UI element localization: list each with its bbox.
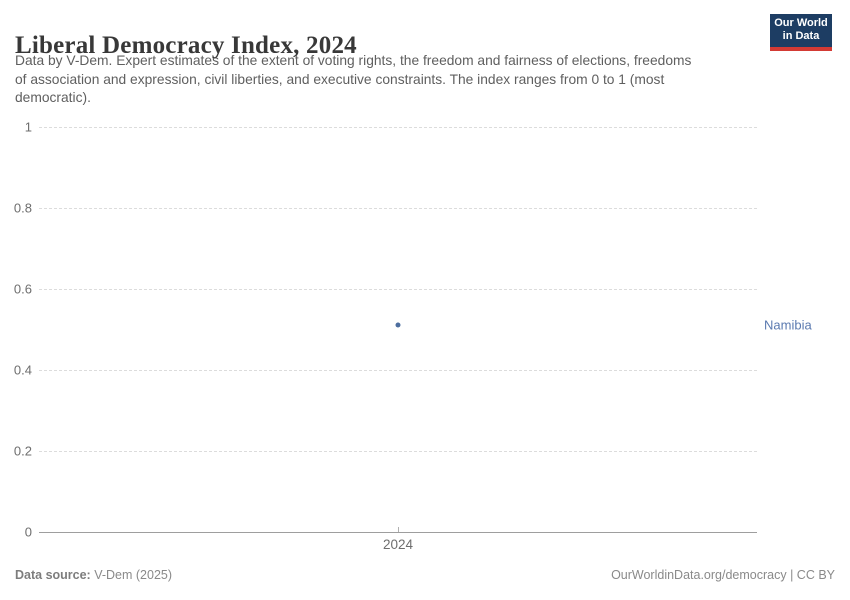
y-gridline: 0.6: [14, 282, 757, 297]
entity-label-namibia[interactable]: Namibia: [764, 317, 812, 333]
x-tick-mark: [398, 527, 399, 532]
y-gridline: 0.4: [14, 363, 757, 378]
y-gridline: 0.2: [14, 444, 757, 459]
subtitle-line: Data by V-Dem. Expert estimates of the e…: [15, 53, 692, 68]
y-tick-label: 1: [24, 119, 32, 135]
data-point-namibia[interactable]: [395, 322, 401, 328]
license-credit-link[interactable]: OurWorldinData.org/democracy | CC BY: [611, 568, 835, 582]
owid-logo[interactable]: Our World in Data: [770, 14, 832, 51]
x-axis-line: 0: [25, 525, 757, 540]
data-source-value: V-Dem (2025): [94, 568, 173, 582]
x-tick-label: 2024: [382, 537, 414, 552]
chart-subtitle: Data by V-Dem. Expert estimates of the e…: [15, 52, 691, 108]
y-tick-label: 0: [24, 524, 32, 540]
data-source-note: Data source: V-Dem (2025): [15, 568, 172, 582]
y-gridline: 0.8: [14, 201, 757, 216]
y-tick-label: 0.2: [13, 443, 32, 459]
y-tick-label: 0.4: [13, 362, 32, 378]
y-tick-label: 0.6: [13, 281, 32, 297]
chart-title: Liberal Democracy Index, 2024: [15, 31, 357, 59]
subtitle-line: democratic).: [15, 90, 91, 106]
plot-area: 0 0.2 0.4 0.6 0.8 1 Namibia 2024: [14, 120, 812, 553]
y-gridline: 1: [25, 120, 757, 135]
chart-footer: Data source: V-Dem (2025) OurWorldinData…: [15, 568, 835, 582]
owid-logo-line1: Our World: [774, 17, 828, 29]
subtitle-line: of association and expression, civil lib…: [15, 71, 665, 87]
data-source-label: Data source:: [15, 568, 91, 582]
owid-logo-line2: in Data: [782, 30, 820, 42]
y-tick-label: 0.8: [13, 200, 32, 216]
